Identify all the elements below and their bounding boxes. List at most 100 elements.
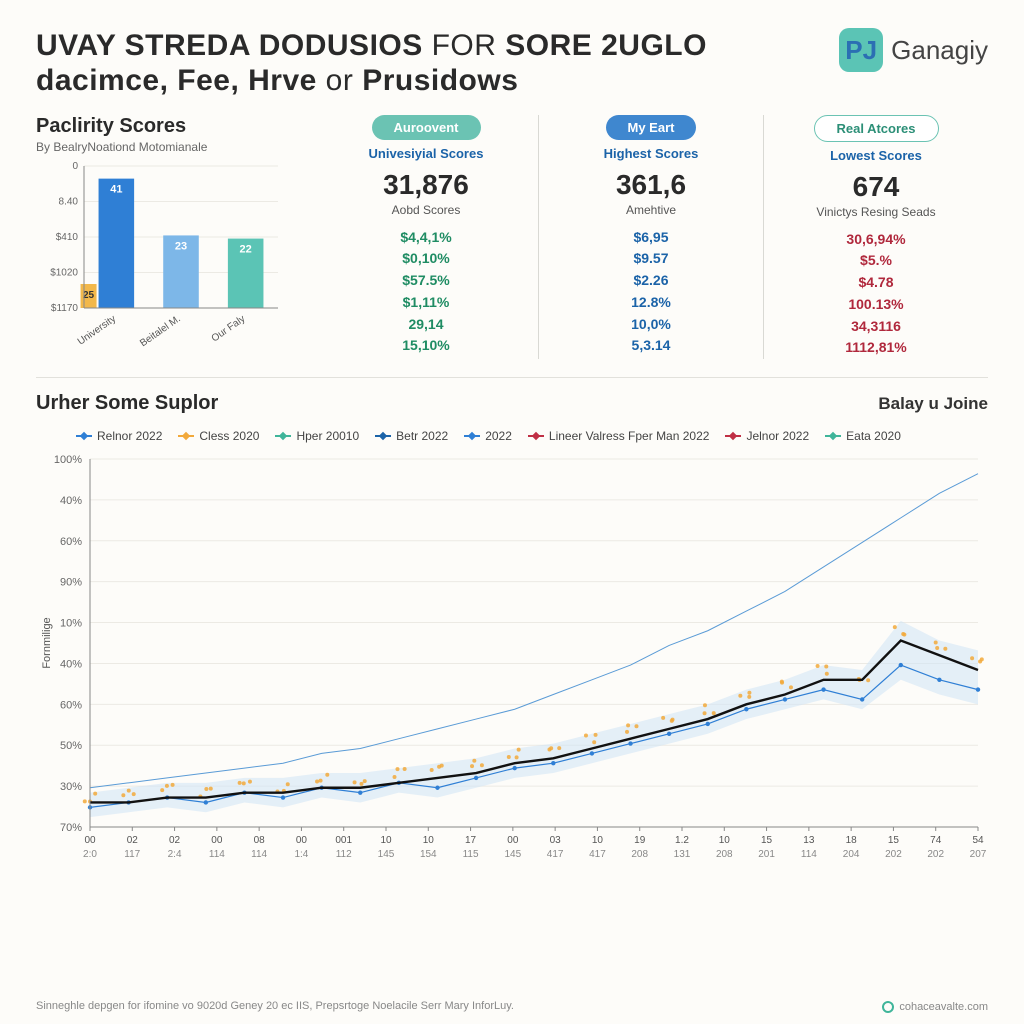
bar-chart-title: Paclirity Scores	[36, 115, 296, 138]
stat-big-value: 674	[780, 171, 972, 203]
legend-item: Eata 2020	[825, 429, 901, 443]
svg-text:54: 54	[972, 835, 984, 846]
stat-value: $1,11%	[330, 292, 522, 314]
legend-label: Hper 20010	[296, 429, 359, 443]
legend-label: Jelnor 2022	[746, 429, 809, 443]
stat-subhead: Highest Scores	[555, 146, 747, 161]
svg-text:100%: 100%	[54, 454, 82, 466]
bar-chart-panel: Paclirity Scores By BealryNoationd Motom…	[36, 115, 296, 359]
stat-value: $4,4,1%	[330, 227, 522, 249]
svg-text:$1170: $1170	[51, 303, 79, 314]
legend-item: Lineer Valress Fper Man 2022	[528, 429, 710, 443]
stat-value: 100.13%	[780, 294, 972, 316]
brand-logo-icon: PJ	[839, 28, 883, 72]
svg-text:08: 08	[254, 835, 266, 846]
stat-value: $57.5%	[330, 270, 522, 292]
line-chart-svg: 100%40%60%90%10%40%60%50%30%70%Fornmilig…	[36, 453, 988, 873]
svg-text:17: 17	[465, 835, 477, 846]
svg-text:70%: 70%	[60, 822, 82, 834]
stat-pill[interactable]: My Eart	[606, 115, 697, 140]
svg-text:417: 417	[589, 849, 606, 860]
svg-text:2:0: 2:0	[83, 849, 97, 860]
svg-text:74: 74	[930, 835, 942, 846]
legend-swatch-icon	[464, 435, 480, 437]
svg-text:30%: 30%	[60, 781, 82, 793]
svg-text:15: 15	[761, 835, 773, 846]
stat-pill[interactable]: Real Atcores	[814, 115, 939, 142]
svg-text:23: 23	[175, 240, 187, 252]
svg-text:145: 145	[378, 849, 395, 860]
stat-value: 12.8%	[555, 292, 747, 314]
stat-value: $9.57	[555, 248, 747, 270]
legend-item: Hper 20010	[275, 429, 359, 443]
svg-text:201: 201	[758, 849, 775, 860]
svg-text:$1020: $1020	[50, 267, 78, 278]
svg-text:40%: 40%	[60, 658, 82, 670]
svg-text:15: 15	[888, 835, 900, 846]
svg-text:10: 10	[719, 835, 731, 846]
svg-text:19: 19	[634, 835, 646, 846]
line-chart-legend: Relnor 2022 Cless 2020 Hper 20010 Betr 2022…	[36, 423, 988, 453]
stat-value: 1112,81%	[780, 337, 972, 359]
svg-text:117: 117	[124, 849, 140, 860]
svg-text:208: 208	[716, 849, 733, 860]
svg-text:University: University	[76, 313, 118, 347]
svg-text:02: 02	[127, 835, 139, 846]
stat-big-label: Vinictys Resing Seads	[780, 205, 972, 219]
svg-text:10: 10	[380, 835, 392, 846]
svg-text:03: 03	[550, 835, 562, 846]
stat-column: My EartHighest Scores361,6Amehtive$6,95$…	[538, 115, 763, 359]
title-line1-strong2: SORE 2UGLO	[505, 29, 707, 62]
svg-text:40%: 40%	[60, 495, 82, 507]
svg-text:90%: 90%	[60, 577, 82, 589]
svg-text:41: 41	[110, 183, 122, 195]
svg-text:154: 154	[420, 849, 437, 860]
svg-text:114: 114	[209, 849, 225, 860]
svg-text:115: 115	[463, 849, 479, 860]
svg-text:60%: 60%	[60, 536, 82, 548]
svg-text:417: 417	[547, 849, 564, 860]
svg-text:00: 00	[84, 835, 96, 846]
svg-text:22: 22	[240, 243, 252, 255]
title-line2-a: dacimce, Fee, Hrve	[36, 64, 317, 97]
svg-text:202: 202	[885, 849, 902, 860]
stat-value: 10,0%	[555, 314, 747, 336]
stat-column: AurooventUnivesiyial Scores31,876Aobd Sc…	[314, 115, 538, 359]
legend-swatch-icon	[76, 435, 92, 437]
stat-big-label: Aobd Scores	[330, 203, 522, 217]
legend-label: Lineer Valress Fper Man 2022	[549, 429, 710, 443]
stat-value: $4.78	[780, 272, 972, 294]
footer-note: Sinneghle depgen for ifomine vo 9020d Ge…	[36, 1000, 514, 1014]
svg-text:18: 18	[846, 835, 858, 846]
legend-swatch-icon	[825, 435, 841, 437]
title-line2-c: Prusidows	[362, 64, 518, 97]
svg-text:Beitalel M.: Beitalel M.	[138, 313, 183, 349]
svg-text:$410: $410	[56, 232, 79, 243]
title-line1-thin: for	[432, 29, 497, 62]
svg-text:207: 207	[970, 849, 987, 860]
line-section-title: Urher Some Suplor	[36, 392, 218, 415]
stat-value: 5,3.14	[555, 335, 747, 357]
svg-text:02: 02	[169, 835, 181, 846]
svg-text:208: 208	[631, 849, 648, 860]
svg-text:25: 25	[83, 290, 95, 301]
legend-item: Relnor 2022	[76, 429, 162, 443]
svg-text:00: 00	[507, 835, 519, 846]
page-title: UVAY STREDA DODUSIOS for SORE 2UGLO daci…	[36, 28, 707, 99]
legend-label: Eata 2020	[846, 429, 901, 443]
legend-item: Cless 2020	[178, 429, 259, 443]
stat-pill[interactable]: Auroovent	[372, 115, 481, 140]
svg-text:112: 112	[336, 849, 352, 860]
title-line2-b: or	[326, 64, 354, 97]
legend-label: Betr 2022	[396, 429, 448, 443]
svg-text:0: 0	[72, 161, 78, 172]
title-line1-strong: UVAY STREDA DODUSIOS	[36, 29, 423, 62]
svg-text:Our Faly: Our Faly	[210, 313, 248, 344]
svg-text:10: 10	[592, 835, 604, 846]
legend-label: 2022	[485, 429, 512, 443]
stat-column: Real AtcoresLowest Scores674Vinictys Res…	[763, 115, 988, 359]
legend-swatch-icon	[375, 435, 391, 437]
svg-text:145: 145	[505, 849, 522, 860]
stat-big-value: 361,6	[555, 169, 747, 201]
svg-text:2:4: 2:4	[168, 849, 182, 860]
